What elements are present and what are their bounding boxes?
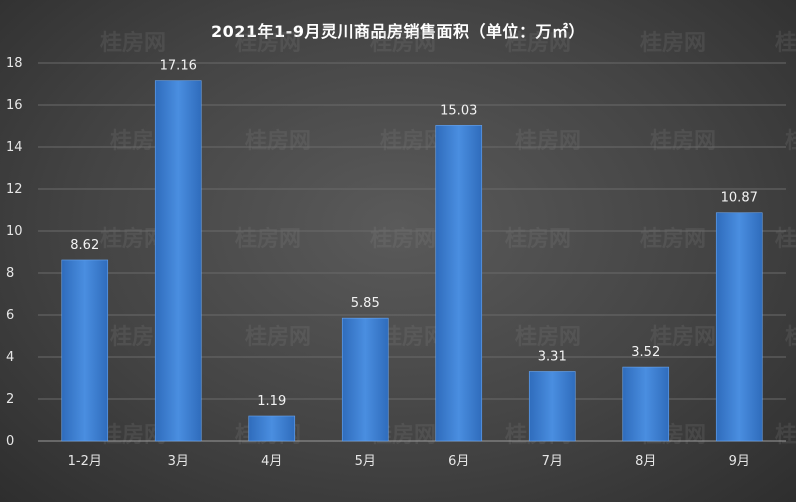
watermark-text: 桂房网 — [785, 128, 796, 154]
bar — [248, 415, 296, 442]
watermark-text: 桂房网 — [235, 30, 301, 56]
bar — [528, 371, 576, 442]
data-label: 3.52 — [631, 345, 660, 360]
bar — [61, 259, 109, 442]
watermark-text: 桂房网 — [515, 324, 581, 350]
y-tick-label: 6 — [6, 308, 14, 323]
watermark-text: 桂房网 — [370, 226, 436, 252]
x-tick-label: 8月 — [635, 454, 656, 469]
watermark-text: 桂房网 — [245, 128, 311, 154]
watermark-text: 桂房网 — [245, 324, 311, 350]
y-tick-label: 18 — [6, 56, 23, 71]
watermark-text: 桂房网 — [640, 226, 706, 252]
data-label: 15.03 — [440, 103, 477, 118]
y-tick-label: 2 — [6, 392, 14, 407]
watermark-text: 桂房网 — [100, 30, 166, 56]
chart-title: 2021年1-9月灵川商品房销售面积（单位：万㎡） — [211, 22, 585, 41]
bar — [154, 80, 202, 442]
watermark-text: 桂房网 — [775, 226, 796, 252]
data-label: 5.85 — [351, 296, 380, 311]
data-label: 17.16 — [160, 59, 197, 74]
watermark-text: 桂房网 — [235, 226, 301, 252]
x-tick-label: 6月 — [448, 454, 469, 469]
watermark-text: 桂房网 — [775, 30, 796, 56]
watermark-text: 桂房网 — [380, 324, 446, 350]
bar — [622, 366, 670, 442]
watermark-text: 桂房网 — [650, 324, 716, 350]
data-label: 3.31 — [538, 349, 567, 364]
y-tick-label: 4 — [6, 350, 14, 365]
data-label: 10.87 — [721, 191, 758, 206]
x-tick-label: 9月 — [729, 454, 750, 469]
watermark-text: 桂房网 — [380, 128, 446, 154]
bar — [435, 125, 483, 442]
watermark-text: 桂房网 — [515, 128, 581, 154]
y-tick-label: 10 — [6, 224, 23, 239]
watermark-text: 桂房网 — [370, 30, 436, 56]
x-tick-label: 5月 — [355, 454, 376, 469]
x-tick-label: 7月 — [542, 454, 563, 469]
y-tick-label: 14 — [6, 140, 23, 155]
y-tick-label: 12 — [6, 182, 23, 197]
y-tick-label: 16 — [6, 98, 23, 113]
watermark-text: 桂房网 — [785, 324, 796, 350]
x-tick-label: 3月 — [168, 454, 189, 469]
data-label: 1.19 — [257, 394, 286, 409]
watermark-text: 桂房网 — [505, 30, 571, 56]
y-tick-label: 8 — [6, 266, 14, 281]
bar — [715, 212, 763, 442]
watermark-text: 桂房网 — [505, 226, 571, 252]
x-tick-label: 1-2月 — [68, 454, 102, 469]
watermark-text: 桂房网 — [650, 128, 716, 154]
bar — [341, 317, 389, 442]
x-tick-label: 4月 — [261, 454, 282, 469]
watermark-text: 桂房网 — [775, 422, 796, 448]
y-tick-label: 0 — [6, 434, 14, 449]
watermark-text: 桂房网 — [640, 30, 706, 56]
data-label: 8.62 — [70, 238, 99, 253]
